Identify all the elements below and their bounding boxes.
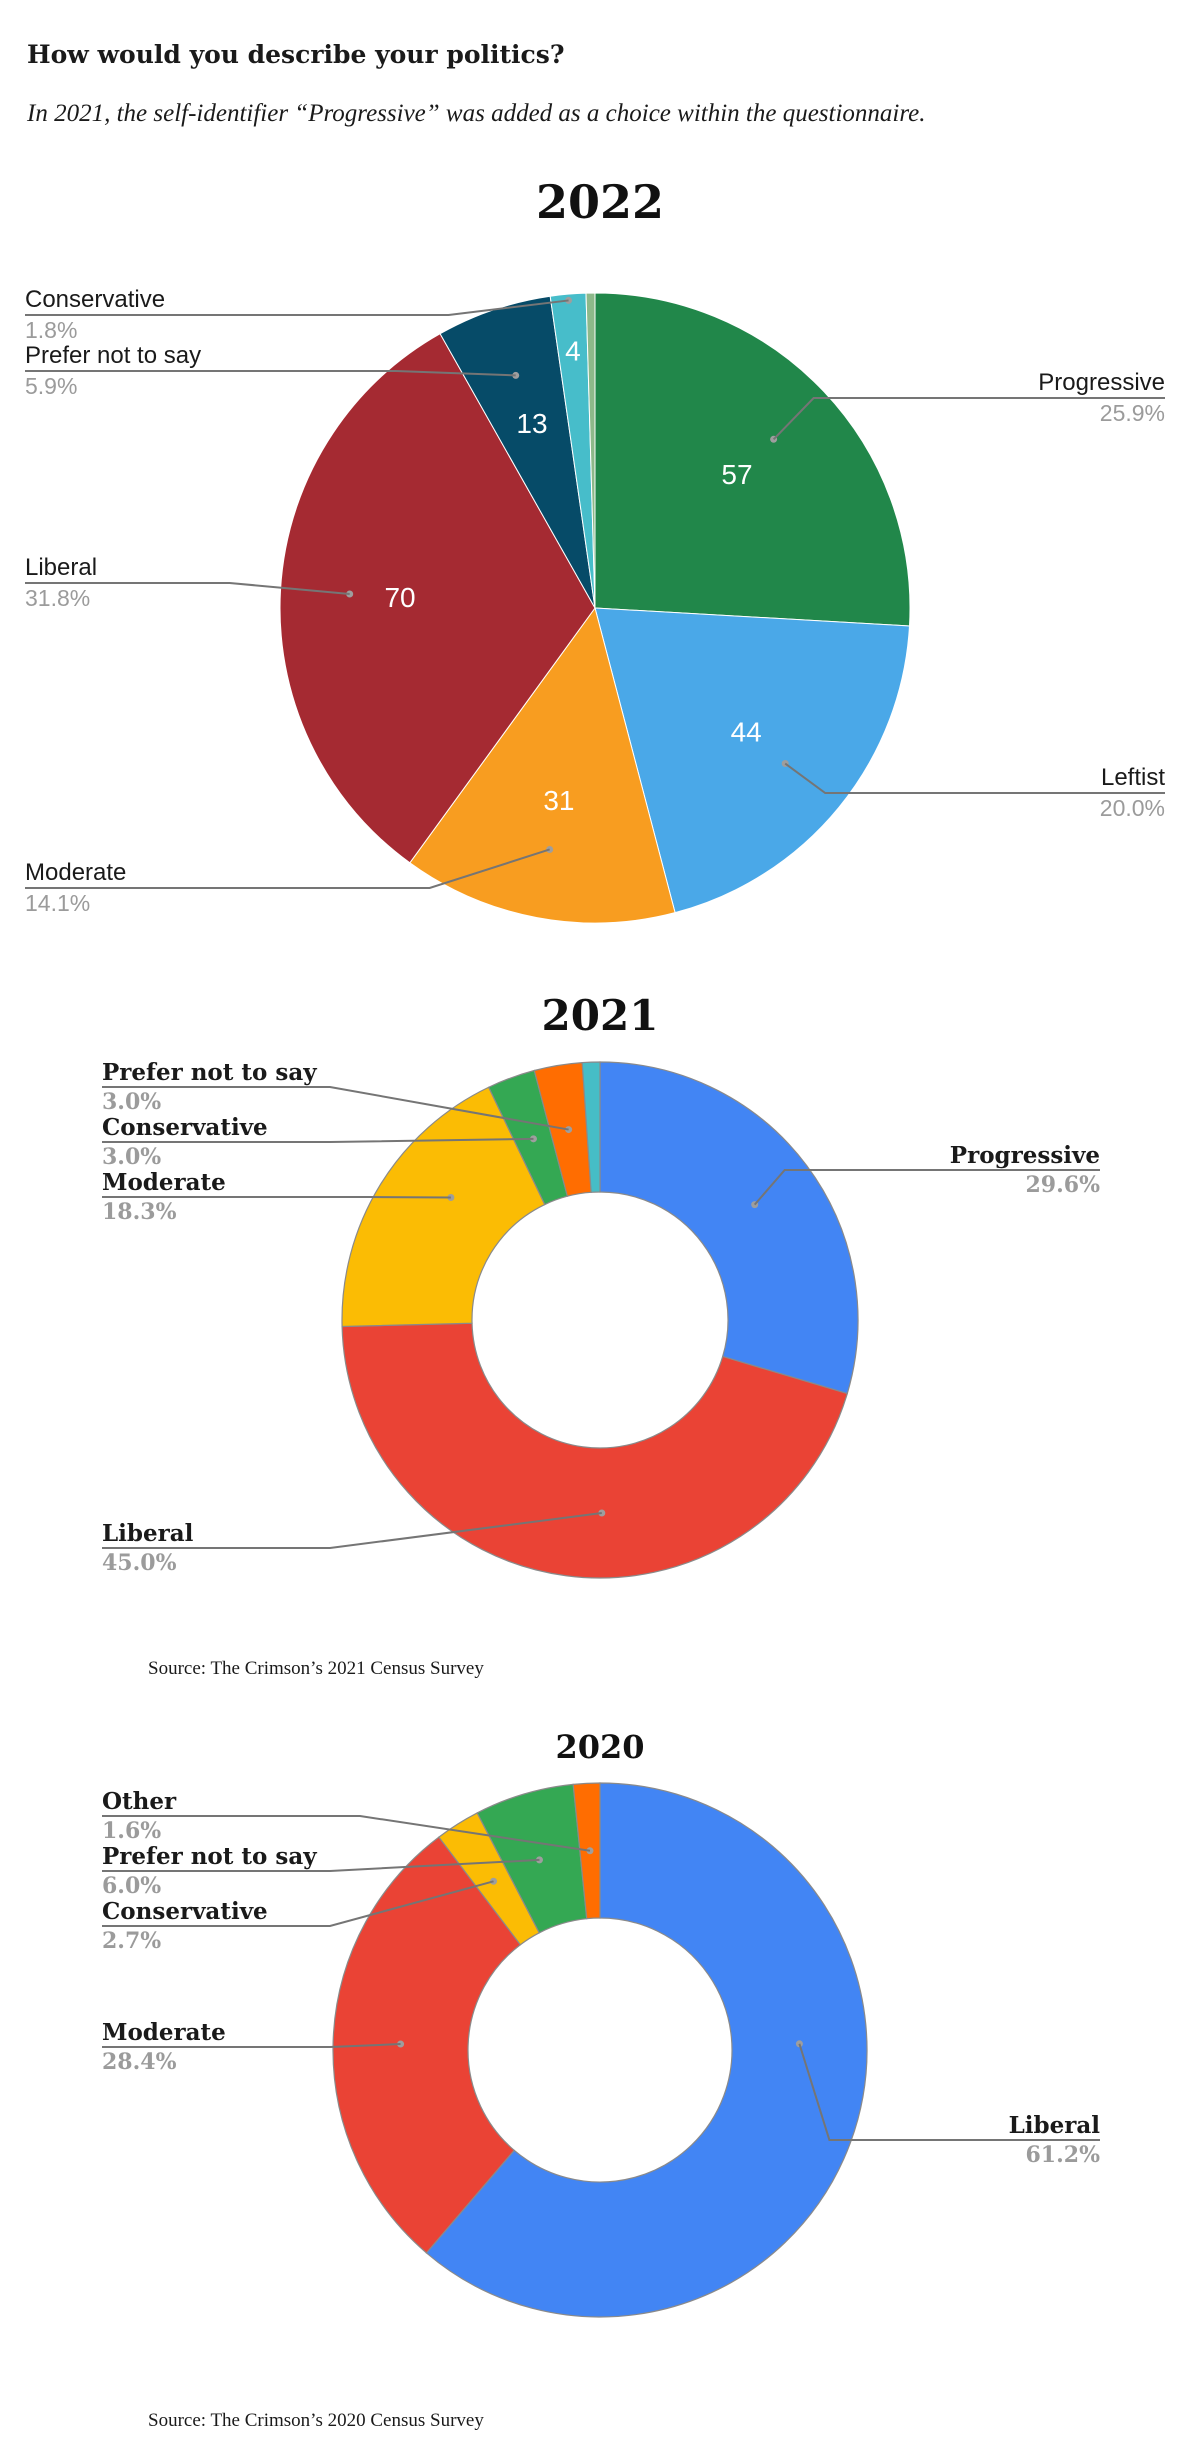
value-label-2022-moderate: 31: [543, 785, 574, 816]
survey-note: In 2021, the self-identifier “Progressiv…: [27, 100, 926, 127]
category-label-2022-leftist: Leftist: [1101, 764, 1165, 791]
chart-2020-title: 2020: [555, 1728, 644, 1766]
leader-line-2021-prefer-not-to-say: [102, 1086, 569, 1131]
category-label-2021-moderate: Moderate: [102, 1169, 226, 1196]
leader-line-2021-progressive: [753, 1169, 1100, 1206]
leader-line-2021-liberal: [102, 1511, 602, 1549]
percent-label-2022-leftist: 20.0%: [1100, 795, 1165, 821]
value-label-2022-prefer-not-to-say: 13: [516, 408, 547, 439]
slice-2022-leftist: [594, 607, 911, 914]
category-label-2021-liberal: Liberal: [102, 1520, 194, 1547]
percent-label-2021-liberal: 45.0%: [102, 1550, 177, 1576]
slice-2022-other: [585, 292, 596, 609]
value-label-2022-leftist: 44: [731, 717, 762, 748]
survey-question: How would you describe your politics?: [27, 40, 565, 69]
percent-label-2021-progressive: 29.6%: [1026, 1172, 1101, 1198]
source-2020: Source: The Crimson’s 2020 Census Survey: [148, 2410, 484, 2431]
percent-label-2022-conservative: 1.8%: [25, 317, 77, 343]
category-label-2021-prefer-not-to-say: Prefer not to say: [102, 1059, 317, 1086]
category-label-2020-conservative: Conservative: [102, 1898, 268, 1925]
leader-line-2020-prefer-not-to-say: [102, 1858, 540, 1872]
leader-line-2020-conservative: [102, 1880, 494, 1927]
chart-2021-title: 2021: [542, 991, 659, 1040]
value-label-2022-progressive: 57: [721, 459, 752, 490]
slice-2021-moderate: [341, 1086, 546, 1328]
category-label-2020-liberal: Liberal: [1009, 2112, 1101, 2139]
slice-2021-liberal: [341, 1322, 849, 1579]
leader-line-2022-moderate: [25, 848, 550, 889]
category-label-2022-progressive: Progressive: [1038, 369, 1165, 396]
slice-2022-liberal: [279, 333, 596, 864]
percent-label-2022-progressive: 25.9%: [1100, 400, 1165, 426]
source-2021: Source: The Crimson’s 2021 Census Survey: [148, 1658, 484, 1679]
slice-2022-moderate: [409, 606, 676, 924]
category-label-2021-progressive: Progressive: [950, 1142, 1100, 1169]
leader-line-2022-conservative: [25, 299, 569, 316]
category-label-2020-other: Other: [102, 1788, 177, 1815]
category-label-2022-conservative: Conservative: [25, 286, 165, 313]
slice-2022-progressive: [594, 292, 911, 627]
leader-line-2022-prefer-not-to-say: [25, 370, 516, 377]
category-label-2022-prefer-not-to-say: Prefer not to say: [25, 342, 201, 369]
percent-label-2021-moderate: 18.3%: [102, 1199, 177, 1225]
percent-label-2020-prefer-not-to-say: 6.0%: [102, 1873, 161, 1899]
percent-label-2020-liberal: 61.2%: [1026, 2142, 1101, 2168]
percent-label-2022-liberal: 31.8%: [25, 585, 90, 611]
leader-line-2022-progressive: [772, 397, 1165, 440]
category-label-2021-conservative: Conservative: [102, 1114, 268, 1141]
percent-label-2022-prefer-not-to-say: 5.9%: [25, 373, 77, 399]
category-label-2020-moderate: Moderate: [102, 2019, 226, 2046]
slice-2020-liberal: [425, 1782, 868, 2318]
leader-line-2022-leftist: [784, 762, 1165, 794]
leader-line-2022-liberal: [25, 582, 350, 595]
slice-2020-moderate: [332, 1836, 522, 2254]
percent-label-2021-prefer-not-to-say: 3.0%: [102, 1089, 161, 1115]
category-label-2020-prefer-not-to-say: Prefer not to say: [102, 1843, 317, 1870]
slice-2021-other: [581, 1061, 601, 1193]
percent-label-2020-moderate: 28.4%: [102, 2049, 177, 2075]
leader-line-2020-liberal: [798, 2043, 1100, 2141]
leader-line-2021-conservative: [102, 1137, 534, 1143]
chart-2022-title: 2022: [536, 175, 664, 229]
slice-2021-progressive: [599, 1061, 859, 1395]
value-label-2022-conservative: 4: [565, 336, 581, 367]
leader-line-2020-other: [102, 1815, 591, 1852]
category-label-2022-liberal: Liberal: [25, 554, 97, 581]
percent-label-2020-conservative: 2.7%: [102, 1928, 161, 1954]
percent-label-2022-moderate: 14.1%: [25, 890, 90, 916]
percent-label-2021-conservative: 3.0%: [102, 1144, 161, 1170]
percent-label-2020-other: 1.6%: [102, 1818, 161, 1844]
value-label-2022-liberal: 70: [384, 582, 415, 613]
category-label-2022-moderate: Moderate: [25, 859, 126, 886]
leader-line-2020-moderate: [102, 2043, 401, 2048]
